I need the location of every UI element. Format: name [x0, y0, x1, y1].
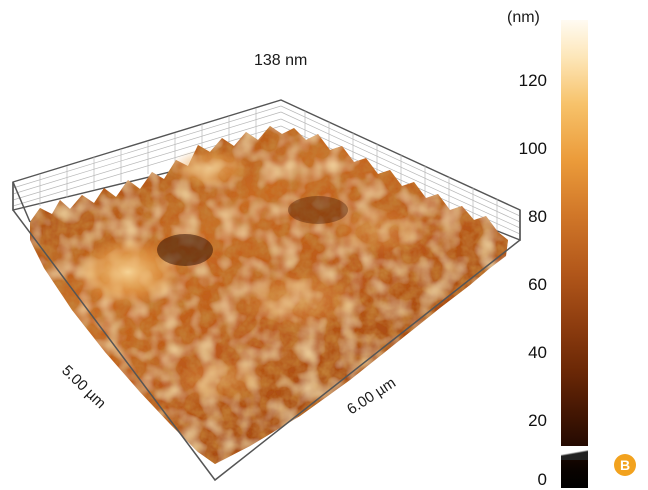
colorbar-tick-label: 20 — [528, 411, 547, 430]
colorbar-tick-label: 120 — [518, 71, 547, 90]
colorbar-tick-label: 80 — [528, 207, 547, 226]
panel-letter-badge: B — [614, 454, 636, 476]
bounding-box-front — [12, 181, 521, 482]
colorbar-unit-label: (nm) — [507, 9, 540, 26]
height-colorbar — [561, 20, 588, 488]
colorbar-tick-label: 100 — [518, 139, 547, 158]
colorbar-zero-marker — [561, 446, 588, 460]
colorbar-tick-label: 0 — [537, 470, 547, 489]
peak-height-label: 138 nm — [254, 52, 308, 69]
colorbar-tick-label: 60 — [528, 275, 547, 294]
colorbar-tick-label: 40 — [528, 343, 547, 362]
surface-topography — [30, 126, 508, 464]
